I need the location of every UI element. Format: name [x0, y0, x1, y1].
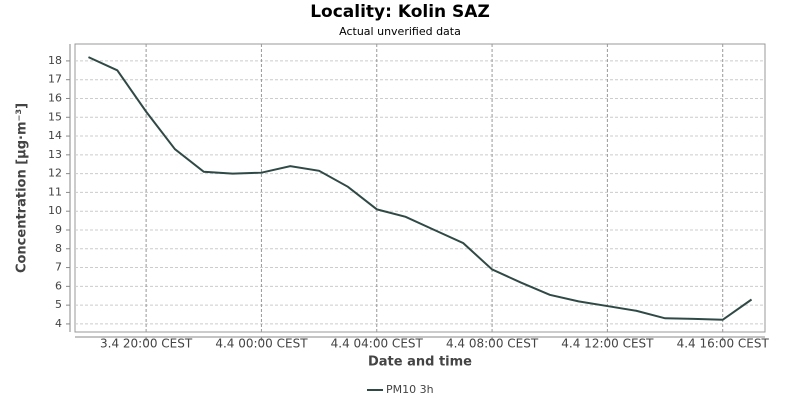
x-tick-label: 4.4 04:00 CEST — [331, 337, 424, 351]
y-tick-label: 11 — [48, 185, 62, 198]
y-tick-label: 18 — [48, 54, 62, 67]
x-tick-label: 3.4 20:00 CEST — [100, 337, 193, 351]
data-line — [88, 56, 753, 321]
y-tick-label: 15 — [48, 110, 62, 123]
x-tick-label: 4.4 12:00 CEST — [561, 337, 654, 351]
y-tick-label: 12 — [48, 167, 62, 180]
y-tick-label: 14 — [48, 129, 62, 142]
y-axis-label: Concentration [µg·m⁻³] — [15, 103, 30, 273]
x-tick-label: 4.4 16:00 CEST — [677, 337, 770, 351]
y-tick-label: 13 — [48, 148, 62, 161]
y-tick-label: 9 — [55, 223, 62, 236]
y-tick-label: 16 — [48, 91, 62, 104]
y-tick-label: 17 — [48, 73, 62, 86]
y-tick-label: 10 — [48, 204, 62, 217]
y-tick-label: 6 — [55, 279, 62, 292]
y-tick-label: 5 — [55, 298, 62, 311]
chart-subtitle: Actual unverified data — [339, 25, 461, 38]
x-axis-label: Date and time — [368, 355, 472, 370]
legend-label: PM10 3h — [386, 383, 434, 396]
x-tick-label: 4.4 00:00 CEST — [215, 337, 308, 351]
plot-area — [74, 43, 766, 333]
chart-title: Locality: Kolin SAZ — [310, 2, 490, 22]
y-tick-label: 7 — [55, 261, 62, 274]
x-tick-label: 4.4 08:00 CEST — [446, 337, 539, 351]
y-tick-label: 4 — [55, 317, 62, 330]
y-tick-label: 8 — [55, 242, 62, 255]
